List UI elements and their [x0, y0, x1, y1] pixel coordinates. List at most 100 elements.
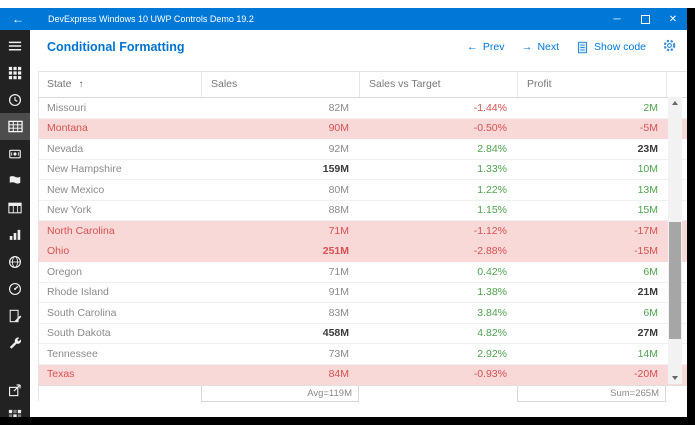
maximize-button[interactable] — [631, 8, 659, 30]
sidebar-item-rich-edit[interactable] — [0, 302, 30, 329]
cell-target: -1.44% — [473, 101, 507, 114]
cell-state: Montana — [47, 122, 88, 135]
cell-profit: 15M — [637, 204, 658, 217]
cell-sales: 251M — [322, 245, 349, 258]
scrollbar-thumb[interactable] — [669, 222, 681, 339]
titlebar: ← DevExpress Windows 10 UWP Controls Dem… — [0, 8, 687, 30]
demo-toolbar: ← Prev → Next Show code — [450, 38, 677, 56]
data-grid: State ↑ Sales Sales vs Target Profit Miss… — [38, 71, 687, 403]
table-row[interactable]: South Dakota 458M 4.82% 27M — [39, 324, 687, 344]
sidebar-item-diagnostics[interactable] — [0, 329, 30, 356]
sidebar-item-scheduler[interactable] — [0, 86, 30, 113]
minimize-button[interactable]: ─ — [603, 8, 631, 30]
cell-profit: 2M — [643, 101, 658, 114]
column-header-sales[interactable]: Sales — [201, 72, 359, 97]
prev-label: Prev — [482, 41, 505, 53]
profit-summary: Sum=265M — [517, 386, 666, 402]
column-header-state[interactable]: State ↑ — [39, 72, 201, 97]
share-icon — [8, 383, 22, 397]
sidebar-item-control-gallery[interactable] — [0, 59, 30, 86]
cell-sales: 91M — [328, 286, 349, 299]
table-row[interactable]: New Hampshire 159M 1.33% 10M — [39, 160, 687, 180]
sales-summary: Avg=119M — [201, 386, 359, 402]
cell-sales: 71M — [328, 265, 349, 278]
prev-button[interactable]: ← Prev — [467, 41, 505, 53]
column-header-sales-vs-target[interactable]: Sales vs Target — [359, 72, 517, 97]
cell-target: 1.22% — [477, 183, 507, 196]
cell-state: Rhode Island — [47, 286, 109, 299]
sidebar — [0, 30, 30, 417]
editors-icon — [8, 147, 22, 161]
cell-profit: 13M — [637, 183, 658, 196]
menu-icon — [8, 39, 22, 53]
table-row[interactable]: North Carolina 71M -1.12% -17M — [39, 221, 687, 242]
sidebar-item-apps[interactable] — [0, 402, 30, 417]
table-row[interactable]: Ohio 251M -2.88% -15M — [39, 241, 687, 262]
table-row[interactable]: Texas 84M -0.93% -20M — [39, 364, 687, 385]
cell-profit: 6M — [643, 306, 658, 319]
sidebar-item-data-grid[interactable] — [0, 113, 30, 140]
table-row[interactable]: Tennessee 73M 2.92% 14M — [39, 344, 687, 365]
sidebar-item-map[interactable] — [0, 248, 30, 275]
sidebar-item-gauges[interactable] — [0, 275, 30, 302]
settings-button[interactable] — [662, 38, 677, 56]
content-area: Conditional Formatting ← Prev → Next Sho… — [30, 30, 687, 417]
cell-sales: 83M — [328, 306, 349, 319]
cell-sales: 88M — [328, 204, 349, 217]
scrollbar-up-button[interactable] — [668, 97, 682, 109]
cell-target: 3.84% — [477, 306, 507, 319]
data-grid-icon — [7, 119, 23, 134]
table-row[interactable]: Nevada 92M 2.84% 23M — [39, 139, 687, 160]
cell-target: -2.88% — [473, 245, 507, 258]
column-header-gutter — [666, 72, 687, 97]
cell-sales: 71M — [328, 224, 349, 237]
column-header-sales-vs-target-label: Sales vs Target — [369, 78, 441, 90]
cell-target: 1.38% — [477, 286, 507, 299]
cell-target: -0.50% — [473, 122, 507, 135]
table-row[interactable]: Missouri 82M -1.44% 2M — [39, 98, 687, 119]
back-button[interactable]: ← — [0, 8, 36, 30]
cell-profit: 27M — [637, 327, 658, 340]
cell-profit: -20M — [634, 368, 658, 381]
sidebar-item-editors[interactable] — [0, 140, 30, 167]
cell-target: 2.84% — [477, 142, 507, 155]
tree-list-icon — [8, 201, 22, 215]
cell-profit: 23M — [637, 142, 658, 155]
show-code-label: Show code — [594, 41, 646, 53]
table-row[interactable]: New Mexico 80M 1.22% 13M — [39, 180, 687, 201]
apps-tiles-icon — [8, 409, 22, 417]
grid-header-row: State ↑ Sales Sales vs Target Profit — [39, 72, 687, 98]
show-code-button[interactable]: Show code — [576, 41, 646, 54]
sidebar-item-share[interactable] — [0, 376, 30, 403]
next-button[interactable]: → Next — [521, 41, 559, 53]
cell-profit: 21M — [637, 286, 658, 299]
vertical-scrollbar[interactable] — [668, 97, 682, 384]
cell-profit: 10M — [637, 163, 658, 176]
column-header-sales-label: Sales — [211, 78, 238, 90]
table-row[interactable]: New York 88M 1.15% 15M — [39, 201, 687, 221]
column-header-profit[interactable]: Profit — [517, 72, 666, 97]
cell-state: Oregon — [47, 265, 83, 278]
table-row[interactable]: Montana 90M -0.50% -5M — [39, 118, 687, 139]
cell-sales: 84M — [328, 368, 349, 381]
sidebar-item-menu[interactable] — [0, 32, 30, 59]
cell-profit: -17M — [634, 224, 658, 237]
cell-target: 1.15% — [477, 204, 507, 217]
gauge-icon — [8, 282, 22, 296]
cell-target: 2.92% — [477, 347, 507, 360]
cell-sales: 92M — [328, 142, 349, 155]
cell-target: 4.82% — [477, 327, 507, 340]
table-row[interactable]: South Carolina 83M 3.84% 6M — [39, 303, 687, 324]
sidebar-item-charts[interactable] — [0, 221, 30, 248]
sidebar-item-tree-list[interactable] — [0, 194, 30, 221]
cell-state: South Dakota — [47, 327, 111, 340]
flag-icon — [8, 174, 22, 188]
sidebar-item-layout[interactable] — [0, 167, 30, 194]
scrollbar-down-button[interactable] — [668, 372, 682, 384]
table-row[interactable]: Oregon 71M 0.42% 6M — [39, 262, 687, 283]
globe-icon — [8, 255, 22, 269]
table-row[interactable]: Rhode Island 91M 1.38% 21M — [39, 283, 687, 303]
bar-chart-icon — [8, 228, 22, 242]
app-window: ← DevExpress Windows 10 UWP Controls Dem… — [0, 8, 687, 417]
close-button[interactable]: ✕ — [659, 8, 687, 30]
